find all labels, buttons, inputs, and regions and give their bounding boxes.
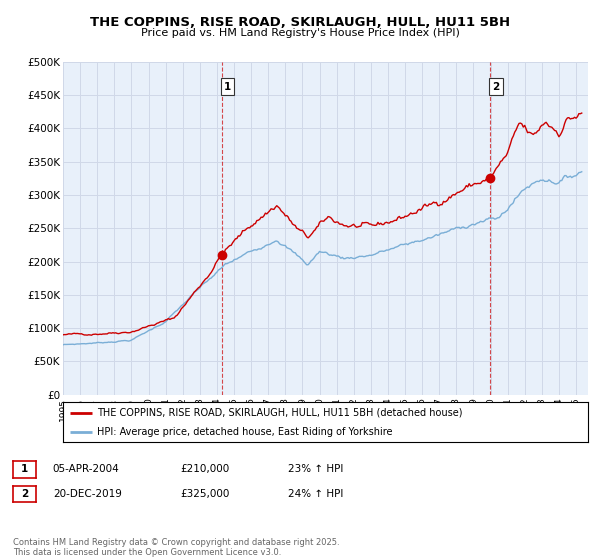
Text: THE COPPINS, RISE ROAD, SKIRLAUGH, HULL, HU11 5BH (detached house): THE COPPINS, RISE ROAD, SKIRLAUGH, HULL,… [97, 408, 463, 418]
Text: THE COPPINS, RISE ROAD, SKIRLAUGH, HULL, HU11 5BH: THE COPPINS, RISE ROAD, SKIRLAUGH, HULL,… [90, 16, 510, 29]
Text: 2: 2 [21, 489, 28, 499]
Text: 05-APR-2004: 05-APR-2004 [53, 464, 119, 474]
Text: 1: 1 [224, 82, 232, 92]
Text: £325,000: £325,000 [180, 489, 229, 499]
Text: Price paid vs. HM Land Registry's House Price Index (HPI): Price paid vs. HM Land Registry's House … [140, 28, 460, 38]
Text: 1: 1 [21, 464, 28, 474]
Text: Contains HM Land Registry data © Crown copyright and database right 2025.
This d: Contains HM Land Registry data © Crown c… [13, 538, 340, 557]
Text: 23% ↑ HPI: 23% ↑ HPI [288, 464, 343, 474]
Text: HPI: Average price, detached house, East Riding of Yorkshire: HPI: Average price, detached house, East… [97, 427, 392, 436]
Text: 20-DEC-2019: 20-DEC-2019 [53, 489, 122, 499]
Text: 24% ↑ HPI: 24% ↑ HPI [288, 489, 343, 499]
Text: £210,000: £210,000 [180, 464, 229, 474]
Text: 2: 2 [493, 82, 500, 92]
